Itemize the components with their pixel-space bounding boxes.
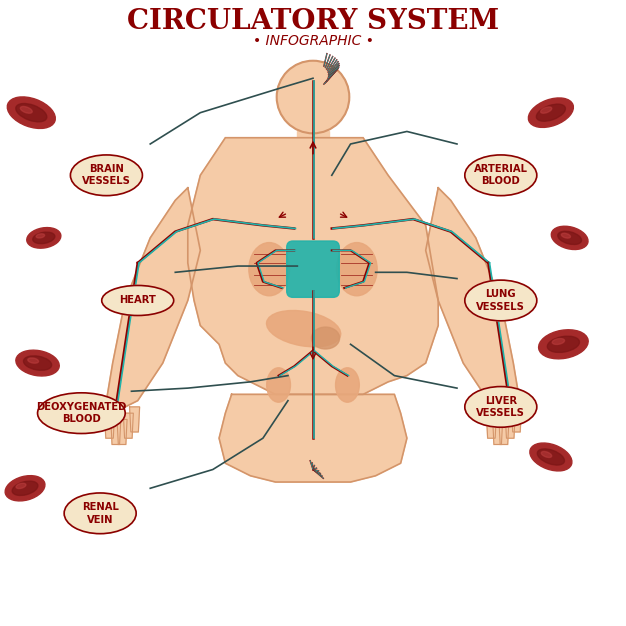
Ellipse shape: [20, 106, 33, 113]
Text: LIVER
VESSELS: LIVER VESSELS: [476, 396, 525, 418]
Ellipse shape: [8, 97, 55, 128]
Ellipse shape: [541, 107, 552, 113]
Ellipse shape: [64, 493, 136, 533]
Text: DEOXYGENATED
BLOOD: DEOXYGENATED BLOOD: [36, 402, 126, 424]
Ellipse shape: [530, 443, 572, 471]
Polygon shape: [297, 131, 329, 144]
Ellipse shape: [38, 393, 125, 433]
Ellipse shape: [267, 310, 341, 347]
Ellipse shape: [547, 336, 580, 352]
Ellipse shape: [27, 228, 61, 248]
Polygon shape: [499, 419, 509, 444]
Polygon shape: [188, 138, 438, 394]
Ellipse shape: [552, 339, 565, 344]
Ellipse shape: [28, 358, 39, 363]
Polygon shape: [511, 407, 521, 432]
Ellipse shape: [267, 367, 290, 403]
Ellipse shape: [536, 104, 565, 121]
Ellipse shape: [538, 330, 588, 359]
Ellipse shape: [12, 481, 38, 495]
Ellipse shape: [5, 476, 45, 501]
Ellipse shape: [16, 483, 26, 488]
Text: BRAIN
VESSELS: BRAIN VESSELS: [82, 164, 131, 187]
Ellipse shape: [70, 155, 143, 196]
Text: HEART: HEART: [120, 295, 156, 305]
Polygon shape: [130, 407, 140, 432]
Ellipse shape: [24, 356, 51, 371]
Polygon shape: [219, 394, 407, 482]
Text: ARTERIAL
BLOOD: ARTERIAL BLOOD: [474, 164, 528, 187]
Polygon shape: [486, 413, 496, 438]
Ellipse shape: [36, 233, 44, 238]
Polygon shape: [105, 413, 115, 438]
Polygon shape: [117, 419, 127, 444]
Ellipse shape: [562, 233, 570, 238]
Text: CIRCULATORY SYSTEM: CIRCULATORY SYSTEM: [127, 8, 499, 36]
Ellipse shape: [537, 449, 565, 465]
Ellipse shape: [101, 285, 174, 316]
Ellipse shape: [541, 451, 552, 458]
Polygon shape: [426, 188, 520, 413]
Ellipse shape: [552, 226, 588, 250]
Polygon shape: [106, 188, 200, 413]
FancyBboxPatch shape: [287, 241, 339, 297]
Ellipse shape: [16, 350, 59, 376]
Circle shape: [277, 61, 349, 133]
Ellipse shape: [558, 231, 582, 245]
Ellipse shape: [464, 280, 537, 321]
Ellipse shape: [16, 103, 47, 122]
Text: • INFOGRAPHIC •: • INFOGRAPHIC •: [252, 34, 374, 48]
Ellipse shape: [464, 387, 537, 427]
Ellipse shape: [249, 242, 289, 296]
Polygon shape: [493, 419, 503, 444]
Polygon shape: [111, 419, 121, 444]
Text: LUNG
VESSELS: LUNG VESSELS: [476, 289, 525, 312]
Ellipse shape: [464, 155, 537, 196]
Polygon shape: [123, 413, 133, 438]
Ellipse shape: [528, 98, 573, 128]
Ellipse shape: [33, 232, 55, 244]
Ellipse shape: [336, 242, 377, 296]
Ellipse shape: [336, 367, 359, 403]
Ellipse shape: [312, 327, 339, 349]
Polygon shape: [505, 413, 515, 438]
Text: RENAL
VEIN: RENAL VEIN: [82, 502, 118, 525]
